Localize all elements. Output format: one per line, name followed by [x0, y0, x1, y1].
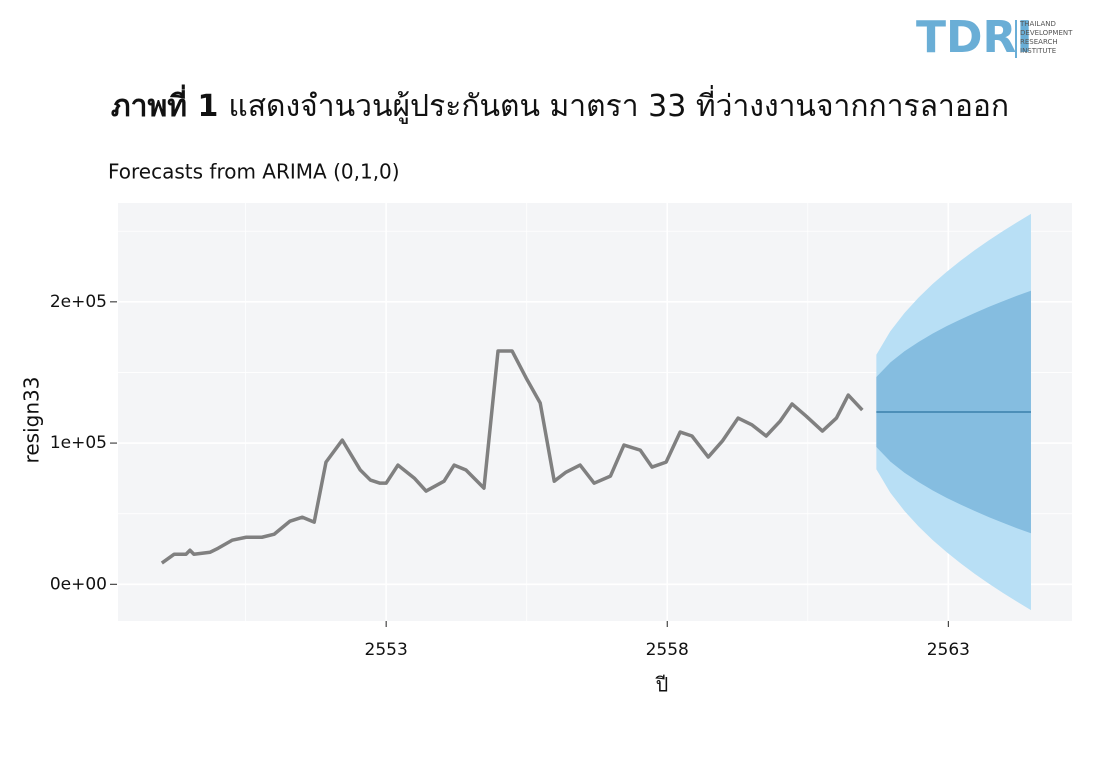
x-axis-title: ปี [655, 673, 668, 697]
logo-mark: TDRI [916, 12, 1033, 63]
x-tick-label: 2558 [646, 640, 689, 660]
title-text: แสดงจำนวนผู้ประกันตน มาตรา 33 ที่ว่างงาน… [228, 85, 1009, 124]
y-tick-label: 0e+00 [50, 574, 107, 594]
x-tick-label: 2563 [927, 640, 970, 660]
logo-text: INSTITUTE [1020, 47, 1056, 55]
y-tick-label: 2e+05 [50, 292, 107, 312]
x-tick-label: 2553 [365, 640, 408, 660]
y-tick-label: 1e+05 [50, 433, 107, 453]
history-line [160, 349, 864, 565]
logo-text: THAILAND [1019, 20, 1056, 28]
y-axis-title: resign33 [20, 377, 44, 464]
chart-subtitle: Forecasts from ARIMA (0,1,0) [108, 160, 400, 184]
logo-text: RESEARCH [1020, 38, 1058, 46]
title-label: ภาพที่ 1 [111, 84, 219, 124]
logo-text: DEVELOPMENT [1020, 29, 1073, 37]
chart-title: ภาพที่ 1 แสดงจำนวนผู้ประกันตน มาตรา 33 ที… [111, 84, 1009, 124]
